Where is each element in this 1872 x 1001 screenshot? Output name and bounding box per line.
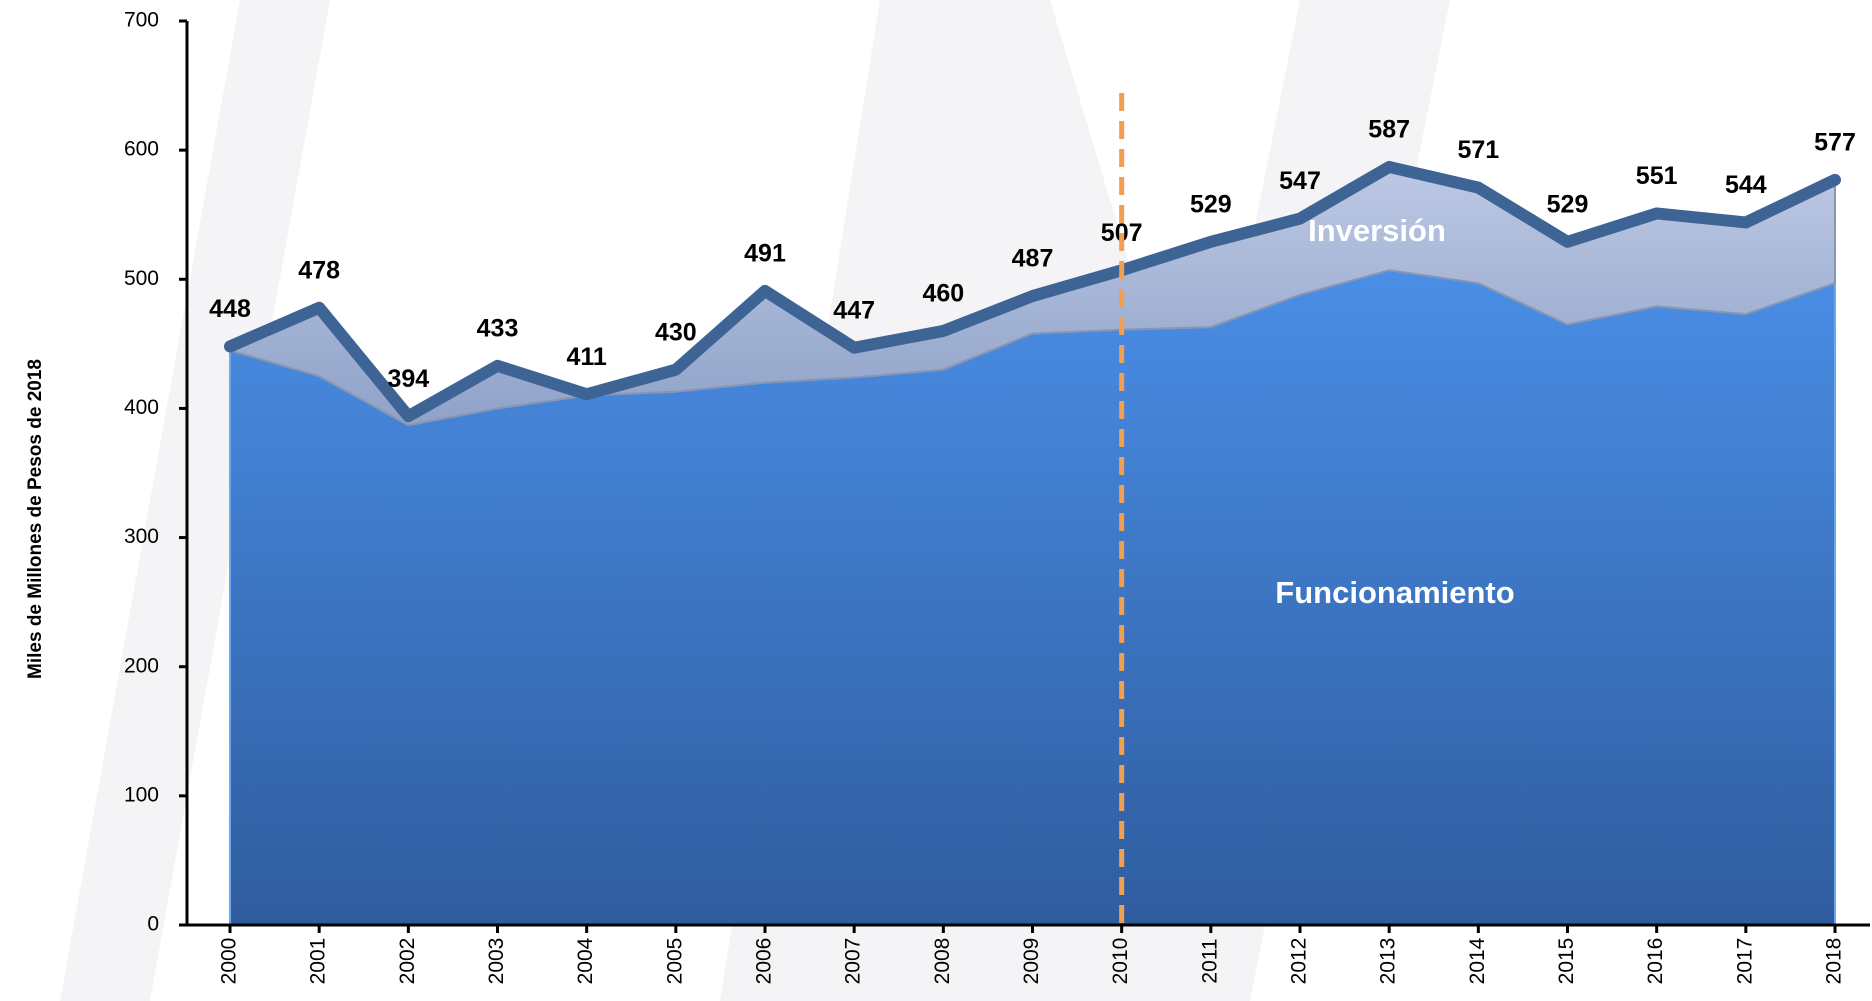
x-tick-label: 2011: [1198, 938, 1221, 983]
data-label: 411: [566, 343, 606, 371]
x-tick-label: 2002: [396, 938, 419, 985]
x-tick-label: 2008: [931, 938, 954, 985]
data-label: 448: [209, 295, 251, 323]
y-tick-label: 500: [124, 267, 159, 290]
y-tick-label: 0: [147, 913, 159, 936]
x-tick-label: 2005: [663, 938, 686, 985]
data-label: 571: [1457, 136, 1499, 164]
data-label: 577: [1814, 128, 1856, 156]
data-label: 447: [833, 296, 875, 324]
x-tick-label: 2017: [1733, 938, 1756, 985]
data-label: 460: [922, 280, 964, 308]
data-label: 487: [1012, 245, 1054, 273]
x-tick-label: 2004: [574, 937, 597, 984]
series-label: Funcionamiento: [1275, 575, 1514, 610]
data-label: 529: [1547, 190, 1589, 218]
data-label: 478: [298, 256, 340, 284]
x-tick-label: 2001: [307, 938, 330, 985]
data-label: 551: [1636, 162, 1678, 190]
data-label: 544: [1725, 171, 1767, 199]
data-label: 433: [477, 314, 519, 342]
data-label: 529: [1190, 190, 1232, 218]
x-tick-label: 2006: [753, 938, 776, 985]
x-tick-label: 2010: [1109, 938, 1132, 985]
data-label: 547: [1279, 167, 1321, 195]
x-tick-label: 2009: [1020, 938, 1043, 985]
x-tick-label: 2018: [1823, 938, 1846, 985]
data-label: 430: [655, 318, 697, 346]
y-tick-label: 600: [124, 138, 159, 161]
y-tick-label: 700: [124, 9, 159, 32]
series-label: Inversión: [1308, 213, 1446, 248]
total-line: [224, 160, 1841, 423]
bg-shape: [60, 0, 330, 1001]
y-tick-label: 100: [124, 783, 159, 806]
y-tick-label: 400: [124, 396, 159, 419]
x-tick-label: 2014: [1466, 937, 1489, 984]
x-tick-label: 2003: [485, 938, 508, 985]
area: [229, 269, 1836, 926]
x-tick-label: 2015: [1555, 938, 1578, 985]
x-tick-label: 2000: [218, 938, 241, 985]
y-axis-label: Miles de Millones de Pesos de 2018: [25, 359, 46, 679]
x-tick-label: 2016: [1644, 938, 1667, 985]
data-label: 491: [744, 240, 786, 268]
x-tick-label: 2013: [1377, 938, 1400, 985]
data-label: 587: [1368, 116, 1410, 144]
x-tick-label: 2012: [1288, 938, 1311, 985]
data-label: 394: [387, 365, 429, 393]
x-tick-label: 2007: [842, 938, 865, 985]
y-tick-label: 200: [124, 654, 159, 677]
y-tick-label: 300: [124, 525, 159, 548]
